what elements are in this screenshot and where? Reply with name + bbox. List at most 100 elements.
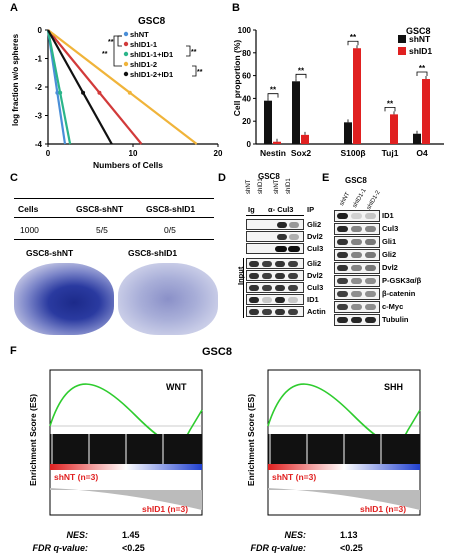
sig-mark: ** (102, 51, 108, 58)
protein-band (337, 291, 348, 297)
protein-band (275, 308, 285, 315)
blot-strip (334, 249, 380, 261)
sig-bracket (186, 45, 191, 57)
sig-bracket (347, 40, 359, 46)
sig-mark: ** (191, 49, 197, 56)
y-tick-label: -4 (35, 140, 43, 149)
ranked-metric (50, 488, 202, 510)
category-label: Tuj1 (382, 148, 399, 158)
sig-bracket (416, 71, 428, 77)
protein-band (262, 260, 272, 267)
sig-mark: ** (387, 99, 394, 108)
chart-a-xlabel: Numbers of Cells (93, 160, 163, 170)
sig-bracket (192, 65, 197, 77)
panel-label-a: A (10, 2, 18, 14)
blot-row-label: Cul3 (307, 244, 324, 253)
protein-band (275, 272, 285, 279)
fdr-label: FDR q-value: (32, 543, 88, 553)
panel-e-title: GSC8 (345, 176, 367, 185)
panel-label-b: B (232, 2, 240, 14)
shid1-group-label: shID1 (n=3) (142, 504, 188, 514)
blot-strip (334, 288, 380, 300)
blot-strip (246, 306, 304, 317)
legend-label: shID1-2 (130, 60, 157, 69)
blot-row-label: Dvl2 (382, 263, 398, 272)
panel-label-e: E (322, 172, 330, 184)
protein-band (351, 265, 362, 271)
category-label: Nestin (260, 148, 286, 158)
bar (301, 134, 309, 144)
ip-label: IP (307, 205, 315, 214)
x-tick-label: 20 (214, 149, 223, 158)
bar (292, 81, 300, 144)
protein-band (277, 233, 287, 240)
protein-band (365, 226, 376, 232)
y-tick-label: 0 (247, 140, 252, 149)
protein-band (337, 252, 348, 258)
sig-bracket (384, 106, 396, 112)
protein-band (365, 317, 376, 323)
lane-label: shNT (246, 179, 252, 194)
gene-set-name: SHH (384, 382, 403, 392)
brain-section-shid1 (118, 263, 218, 335)
brain-label-shid1: GSC8-shID1 (128, 248, 178, 258)
blot-row-label: Gli1 (382, 237, 397, 246)
y-tick-label: -1 (35, 55, 43, 64)
shnt-group-label: shNT (n=3) (54, 472, 98, 482)
table-header-shnt: GSC8-shNT (76, 204, 124, 214)
blot-strip (246, 258, 304, 269)
protein-band (288, 296, 298, 303)
blot-row-label: ID1 (307, 295, 319, 304)
shid1-group-label: shID1 (n=3) (360, 504, 406, 514)
sig-bracket (295, 73, 307, 79)
protein-band (337, 278, 348, 284)
protein-band (249, 296, 259, 303)
input-bracket (243, 258, 244, 318)
bar (353, 48, 361, 144)
chart-a-ylabel: log fraction w/o spheres (11, 33, 20, 126)
table-mid-rule (14, 217, 214, 218)
fdr-value: <0.25 (122, 543, 145, 553)
legend-marker (123, 51, 129, 57)
sig-mark: ** (108, 39, 114, 46)
protein-band (262, 272, 272, 279)
bar (422, 79, 430, 144)
nes-label: NES: (66, 530, 88, 540)
protein-band (249, 260, 259, 267)
sig-bracket (113, 35, 122, 67)
legend-swatch (398, 47, 406, 55)
sig-mark: ** (419, 64, 426, 73)
legend-label: shNT (130, 30, 149, 39)
table-header-cells: Cells (18, 204, 39, 214)
ranked-metric (268, 488, 420, 510)
protein-band (351, 291, 362, 297)
nes-value: 1.45 (122, 530, 140, 540)
protein-band (365, 304, 376, 310)
protein-band (275, 296, 285, 303)
x-tick-label: 0 (46, 149, 51, 158)
blot-row-label: Cul3 (307, 283, 324, 292)
lane-label: shID1-2 (366, 189, 382, 211)
lane-label: shID1-1 (352, 187, 368, 209)
protein-band (365, 239, 376, 245)
series-point (81, 90, 86, 95)
table-header-shid1: GSC8-shID1 (146, 204, 196, 214)
panel-f-title: GSC8 (202, 346, 232, 358)
legend-label: shID1 (409, 46, 432, 56)
sig-mark: ** (350, 33, 357, 42)
protein-band (288, 308, 298, 315)
sig-mark: ** (298, 66, 305, 75)
protein-band (351, 317, 362, 323)
blot-strip (334, 275, 380, 287)
protein-band (249, 308, 259, 315)
protein-band (275, 245, 287, 252)
protein-band (351, 278, 362, 284)
bar (273, 141, 281, 144)
blot-strip (334, 262, 380, 274)
protein-band (277, 221, 287, 228)
series-point (58, 90, 63, 95)
category-label: O4 (416, 148, 428, 158)
legend-swatch (398, 35, 406, 43)
blot-strip (334, 223, 380, 235)
protein-band (365, 213, 376, 219)
